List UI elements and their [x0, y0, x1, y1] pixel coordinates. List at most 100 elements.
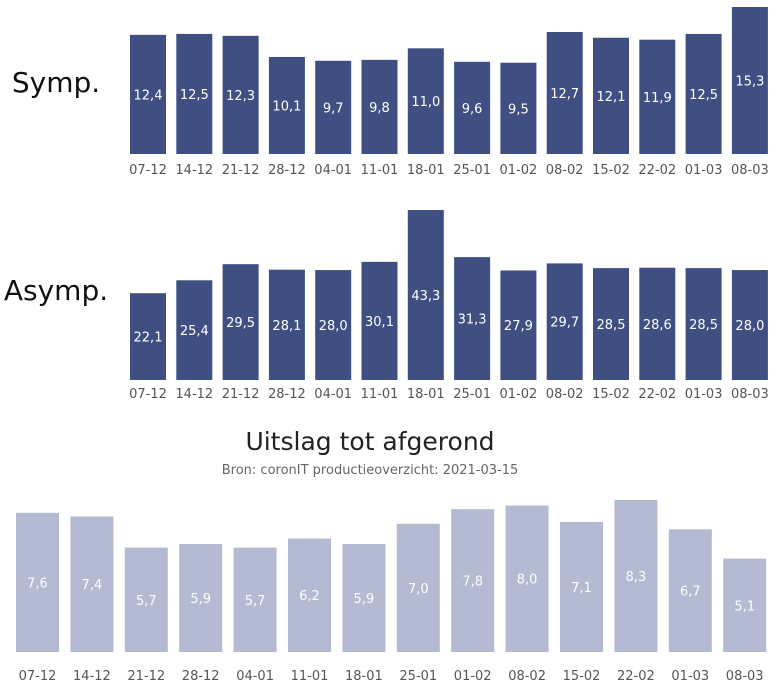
- symp-value-label: 12,5: [180, 88, 209, 103]
- uitslag-value-label: 8,0: [517, 573, 538, 588]
- symp-bar-01-03: [685, 33, 722, 154]
- symp-tick-label: 25-01: [453, 163, 491, 178]
- asymp-bar-22-02: [639, 267, 676, 380]
- symp-value-label: 9,5: [508, 102, 529, 117]
- symp-bar-22-02: [639, 39, 676, 154]
- asymp-value-label: 28,0: [735, 319, 764, 334]
- symp-value-label: 11,0: [411, 95, 440, 110]
- uitslag-value-label: 7,0: [408, 582, 429, 597]
- uitslag-bar-08-02: [505, 505, 549, 652]
- asymp-tick-label: 15-02: [592, 387, 630, 402]
- asymp-value-label: 28,0: [319, 319, 348, 334]
- asymp-bar-07-12: [130, 293, 166, 380]
- uitslag-tick-label: 21-12: [127, 669, 165, 684]
- asymp-tick-label: 21-12: [222, 387, 260, 402]
- asymp-value-label: 22,1: [134, 331, 163, 346]
- symp-tick-label: 15-02: [592, 163, 630, 178]
- uitslag-value-label: 6,2: [299, 589, 320, 604]
- asymp-value-label: 28,1: [272, 319, 301, 334]
- symp-value-label: 11,9: [643, 91, 672, 106]
- asymp-bar-21-12: [222, 264, 259, 380]
- uitslag-tick-label: 08-03: [726, 669, 764, 684]
- asymp-tick-label: 14-12: [175, 387, 213, 402]
- uitslag-tick-label: 28-12: [182, 669, 220, 684]
- uitslag-bar-08-03: [723, 558, 767, 652]
- symp-tick-label: 14-12: [175, 163, 213, 178]
- asymp-tick-label: 08-02: [546, 387, 584, 402]
- asymp-tick-label: 01-02: [500, 387, 538, 402]
- uitslag-chart: 7,6 07-12 7,4 14-12 5,7 21-12 5,9 28-12 5,7 04-01…: [16, 500, 767, 684]
- symp-tick-label: 01-03: [685, 163, 723, 178]
- asymp-tick-label: 18-01: [407, 387, 445, 402]
- uitslag-tick-label: 07-12: [19, 669, 57, 684]
- symp-tick-label: 21-12: [222, 163, 260, 178]
- symp-tick-label: 08-03: [731, 163, 769, 178]
- uitslag-tick-label: 04-01: [236, 669, 274, 684]
- asymp-value-label: 28,5: [689, 318, 718, 333]
- uitslag-tick-label: 11-01: [291, 669, 329, 684]
- uitslag-bar-15-02: [560, 521, 603, 652]
- asymp-bar-08-03: [731, 270, 768, 380]
- uitslag-bar-01-03: [668, 529, 712, 652]
- symp-tick-label: 01-02: [500, 163, 538, 178]
- symp-value-label: 12,3: [226, 89, 255, 104]
- uitslag-value-label: 8,3: [626, 570, 647, 585]
- symp-bar-18-01: [407, 48, 444, 155]
- asymp-bar-11-01: [361, 261, 398, 380]
- asymp-bar-28-12: [268, 269, 305, 380]
- uitslag-bar-28-12: [179, 543, 223, 652]
- uitslag-value-label: 7,1: [571, 581, 592, 596]
- symp-value-label: 12,4: [134, 88, 163, 103]
- symp-bar-15-02: [593, 37, 629, 154]
- uitslag-value-label: 7,6: [27, 576, 48, 591]
- asymp-row-label: Asymp.: [4, 274, 108, 307]
- uitslag-bar-21-12: [124, 547, 168, 652]
- asymp-bar-25-01: [454, 257, 491, 380]
- symp-value-label: 10,1: [272, 99, 301, 114]
- asymp-bar-01-03: [685, 268, 722, 380]
- uitslag-value-label: 5,7: [136, 594, 157, 609]
- symp-bar-28-12: [268, 56, 305, 154]
- symp-tick-label: 04-01: [314, 163, 352, 178]
- uitslag-bar-18-01: [342, 543, 386, 652]
- asymp-tick-label: 08-03: [731, 387, 769, 402]
- asymp-tick-label: 28-12: [268, 387, 306, 402]
- asymp-value-label: 31,3: [458, 313, 487, 328]
- uitslag-value-label: 5,1: [734, 599, 755, 614]
- symp-bar-07-12: [130, 34, 166, 154]
- uitslag-bar-22-02: [614, 500, 658, 652]
- uitslag-bar-25-01: [396, 523, 440, 652]
- symp-tick-label: 07-12: [129, 163, 167, 178]
- asymp-chart: Asymp. 22,1 07-12 25,4 14-12 29,5 21-12 28,1 28-…: [4, 210, 769, 402]
- asymp-bar-08-02: [546, 263, 583, 380]
- asymp-value-label: 43,3: [411, 289, 440, 304]
- asymp-tick-label: 22-02: [638, 387, 676, 402]
- symp-bar-08-03: [731, 7, 768, 154]
- symp-row-label: Symp.: [12, 66, 100, 99]
- uitslag-tick-label: 01-03: [671, 669, 709, 684]
- uitslag-bar-11-01: [288, 538, 331, 652]
- symp-value-label: 12,5: [689, 88, 718, 103]
- uitslag-tick-label: 14-12: [73, 669, 111, 684]
- symp-value-label: 9,6: [462, 102, 483, 117]
- uitslag-bar-14-12: [70, 516, 114, 652]
- symp-value-label: 12,1: [597, 90, 626, 105]
- asymp-bar-01-02: [500, 270, 537, 380]
- symp-tick-label: 22-02: [638, 163, 676, 178]
- symp-bar-01-02: [500, 62, 537, 154]
- asymp-value-label: 28,5: [597, 318, 626, 333]
- symp-bar-08-02: [546, 31, 583, 154]
- uitslag-bar-04-01: [233, 547, 277, 652]
- uitslag-tick-label: 08-02: [508, 669, 546, 684]
- uitslag-value-label: 7,8: [462, 575, 483, 590]
- uitslag-value-label: 5,9: [190, 592, 211, 607]
- symp-bar-04-01: [315, 60, 352, 154]
- uitslag-tick-label: 01-02: [454, 669, 492, 684]
- uitslag-tick-label: 25-01: [399, 669, 437, 684]
- asymp-tick-label: 11-01: [361, 387, 399, 402]
- symp-bar-21-12: [222, 35, 259, 154]
- chart-title: Uitslag tot afgerond: [245, 427, 494, 456]
- asymp-value-label: 30,1: [365, 315, 394, 330]
- uitslag-value-label: 5,7: [245, 594, 266, 609]
